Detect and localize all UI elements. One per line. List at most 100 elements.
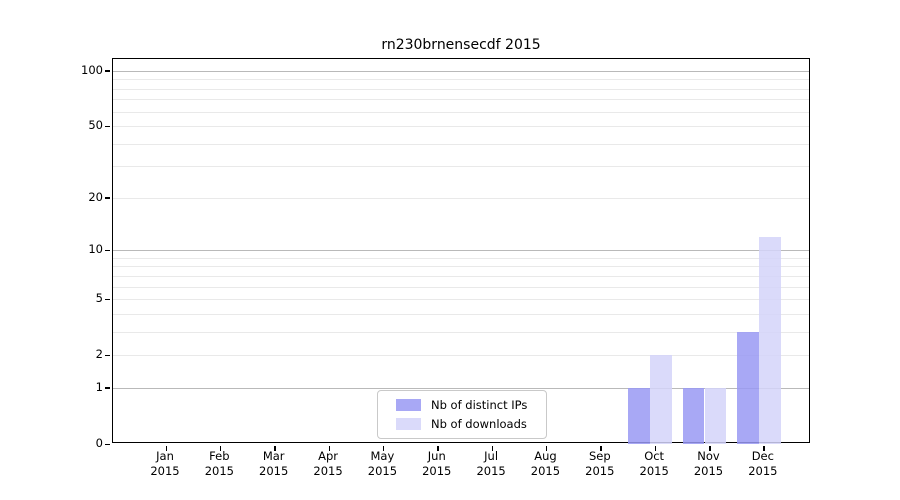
x-tick-label-dec: Dec 2015 (728, 449, 798, 478)
x-tick-dec (763, 445, 765, 451)
x-tick-label-apr: Apr 2015 (293, 449, 363, 478)
gridline-minor-3 (113, 331, 809, 333)
legend-swatch-distinct-ips (396, 399, 421, 411)
gridline-minor-20 (113, 197, 809, 199)
x-tick-nov (709, 445, 711, 451)
y-tick-5 (105, 298, 110, 301)
gridline-minor-40 (113, 143, 809, 145)
x-tick-may (382, 445, 385, 451)
x-label-month: Dec (751, 449, 774, 463)
x-tick-oct (654, 445, 657, 451)
chart-title: rn230brnensecdf 2015 (381, 37, 541, 53)
x-tick-jan (165, 445, 167, 451)
legend-label-distinct-ips: Nb of distinct IPs (431, 398, 528, 412)
gridline-minor-6 (113, 286, 809, 288)
legend-swatch-downloads (396, 418, 421, 430)
x-tick-label-jan: Jan 2015 (130, 449, 200, 478)
y-tick-label-20: 20 (88, 189, 103, 204)
x-tick-aug (545, 445, 548, 451)
x-label-month: Jun (427, 449, 446, 463)
x-tick-sep (600, 445, 602, 451)
x-label-month: May (370, 449, 395, 463)
y-tick-50 (105, 125, 110, 128)
y-tick-label-10: 10 (88, 242, 103, 257)
x-label-month: Nov (697, 449, 720, 463)
gridline-major-10 (113, 250, 809, 252)
legend-item-downloads: Nb of downloads (387, 417, 536, 431)
gridline-minor-70 (113, 99, 809, 101)
x-label-month: Sep (588, 449, 611, 463)
x-tick-jul (491, 445, 494, 451)
x-tick-mar (274, 445, 276, 451)
x-label-year: 2015 (204, 463, 234, 478)
bar-distinct-ips-dec (737, 331, 759, 444)
x-label-year: 2015 (367, 463, 398, 478)
legend: Nb of distinct IPs Nb of downloads (377, 390, 547, 439)
x-tick-label-may: May 2015 (347, 449, 417, 478)
gridline-minor-80 (113, 88, 809, 90)
x-label-year: 2015 (150, 463, 180, 478)
y-tick-label-1: 1 (95, 379, 103, 394)
gridline-minor-50 (113, 126, 809, 128)
y-tick-label-100: 100 (81, 62, 103, 77)
x-label-month: Aug (534, 449, 557, 463)
y-tick-2 (105, 354, 110, 357)
x-tick-label-jun: Jun 2015 (402, 449, 472, 478)
bar-downloads-dec (758, 236, 781, 444)
bar-downloads-nov (704, 387, 727, 444)
bar-distinct-ips-oct (628, 387, 651, 444)
x-label-year: 2015 (639, 463, 669, 478)
x-axis-tick-labels: Jan 2015 Feb 2015 Mar 2015 Apr 2015 May 2015 Jun 20… (112, 449, 810, 489)
y-tick-label-50: 50 (88, 118, 103, 133)
x-tick-label-oct: Oct 2015 (619, 449, 689, 478)
x-label-year: 2015 (530, 463, 561, 478)
x-label-year: 2015 (259, 463, 289, 478)
x-label-month: Jul (484, 449, 499, 463)
gridline-minor-8 (113, 266, 809, 268)
x-label-month: Feb (209, 449, 230, 463)
gridline-minor-4 (113, 313, 809, 315)
gridline-major-1 (113, 387, 809, 389)
x-label-month: Jan (156, 449, 174, 463)
x-tick-apr (328, 445, 331, 451)
y-tick-label-2: 2 (95, 347, 103, 362)
x-label-year: 2015 (476, 463, 506, 478)
gridline-minor-7 (113, 275, 809, 277)
y-tick-0 (105, 443, 110, 445)
y-tick-label-0: 0 (95, 436, 103, 450)
gridline-minor-30 (113, 166, 809, 168)
bar-distinct-ips-nov (682, 387, 705, 444)
x-label-year: 2015 (748, 463, 778, 478)
x-tick-label-mar: Mar 2015 (239, 449, 309, 478)
y-tick-1 (105, 387, 110, 389)
x-label-month: Mar (262, 449, 285, 463)
gridline-minor-5 (113, 299, 809, 301)
bar-downloads-oct (650, 355, 672, 444)
y-tick-10 (105, 249, 110, 252)
x-tick-label-nov: Nov 2015 (674, 449, 744, 478)
plot-area: Nb of distinct IPs Nb of downloads (105, 58, 810, 451)
x-label-month: Apr (318, 449, 338, 463)
y-tick-20 (105, 197, 110, 199)
x-tick-label-feb: Feb 2015 (184, 449, 254, 478)
legend-label-downloads: Nb of downloads (431, 417, 527, 431)
y-tick-label-5: 5 (95, 291, 103, 306)
x-tick-label-aug: Aug 2015 (510, 449, 580, 478)
x-label-year: 2015 (313, 463, 343, 478)
x-tick-feb (219, 445, 222, 451)
x-tick-jun (437, 445, 439, 451)
gridline-minor-90 (113, 79, 809, 81)
gridline-minor-9 (113, 257, 809, 259)
gridline-minor-2 (113, 355, 809, 357)
x-label-month: Oct (644, 449, 665, 463)
x-tick-label-jul: Jul 2015 (456, 449, 526, 478)
gridline-major-100 (113, 70, 809, 72)
legend-item-distinct-ips: Nb of distinct IPs (387, 398, 536, 412)
x-tick-label-sep: Sep 2015 (565, 449, 635, 478)
x-label-year: 2015 (693, 463, 724, 478)
gridline-minor-60 (113, 111, 809, 113)
y-axis-tick-labels: 0 1 2 5 10 20 50 100 (0, 58, 103, 458)
y-tick-100 (105, 70, 110, 72)
x-label-year: 2015 (422, 463, 452, 478)
